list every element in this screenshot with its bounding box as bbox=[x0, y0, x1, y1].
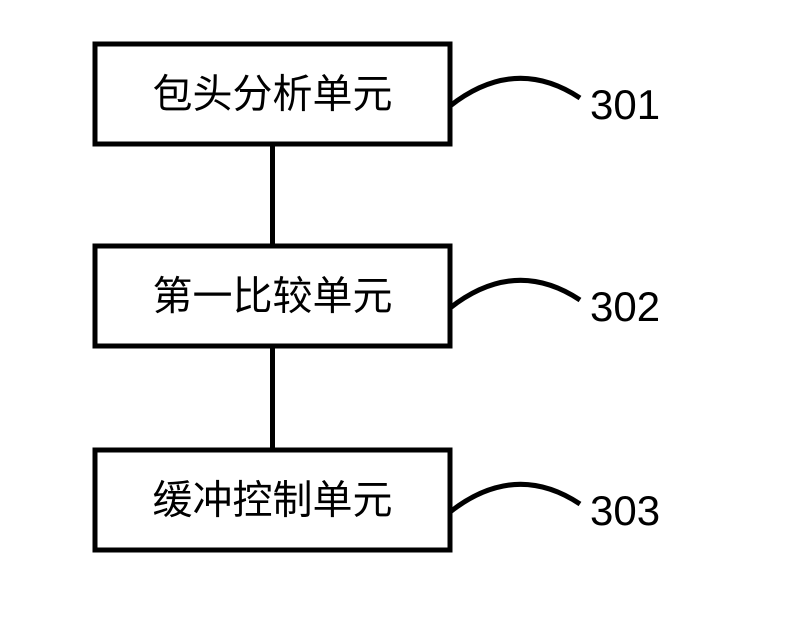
leader-line-n2 bbox=[450, 280, 580, 308]
flowchart-canvas: 包头分析单元第一比较单元缓冲控制单元 301 302 303 bbox=[0, 0, 789, 618]
node-number-n2: 302 bbox=[590, 283, 660, 330]
leader-line-n3 bbox=[450, 484, 580, 512]
node-number-n3: 303 bbox=[590, 487, 660, 534]
node-label-n3: 缓冲控制单元 bbox=[153, 478, 393, 523]
node-label-n2: 第一比较单元 bbox=[153, 274, 393, 319]
node-label-n1: 包头分析单元 bbox=[153, 72, 393, 117]
leader-line-n1 bbox=[450, 78, 580, 106]
node-number-n1: 301 bbox=[590, 81, 660, 128]
